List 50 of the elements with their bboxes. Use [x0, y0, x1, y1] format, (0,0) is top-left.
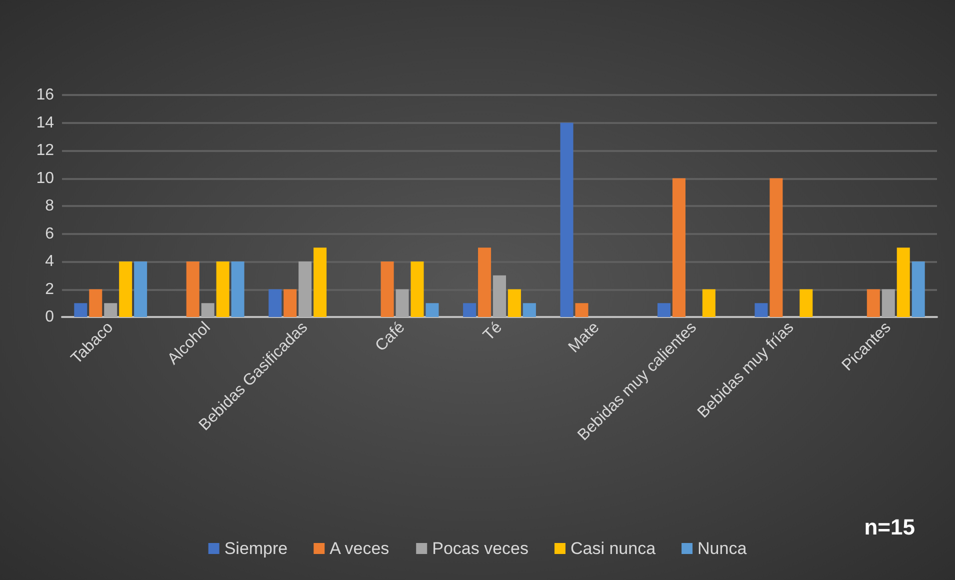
legend-label: Nunca	[698, 539, 748, 558]
y-tick-label: 16	[36, 86, 54, 104]
bar	[575, 303, 588, 317]
bar	[912, 262, 925, 317]
text: n=15	[864, 514, 916, 540]
y-tick-label: 0	[45, 308, 54, 326]
legend-label: A veces	[330, 539, 390, 558]
bar	[508, 289, 521, 317]
bar	[866, 289, 880, 317]
y-tick-label: 2	[45, 280, 54, 298]
bar	[201, 303, 214, 317]
bar	[478, 248, 492, 317]
bar	[492, 275, 506, 317]
x-tick-label: Té	[480, 318, 506, 344]
bar	[380, 262, 394, 317]
bar	[216, 262, 230, 317]
bar	[770, 178, 783, 317]
y-tick-label: 6	[45, 225, 54, 242]
y-tick-label: 14	[36, 114, 54, 132]
bar	[284, 289, 297, 317]
y-tick-label: 8	[45, 198, 54, 214]
bar	[396, 289, 409, 317]
bar	[657, 303, 671, 317]
bar	[754, 303, 768, 317]
bar	[231, 262, 244, 317]
bar	[896, 248, 910, 317]
bar	[186, 262, 200, 317]
bar	[800, 289, 813, 317]
bar	[882, 289, 895, 317]
y-tick-label: 10	[36, 170, 54, 187]
y-tick-label: 4	[45, 253, 54, 270]
legend-label: Siempre	[224, 539, 288, 558]
bar	[298, 262, 312, 317]
bar	[89, 289, 102, 317]
bar	[463, 303, 476, 317]
bar	[104, 303, 118, 317]
bar	[672, 178, 686, 317]
bar	[410, 262, 424, 317]
bar	[134, 262, 148, 317]
y-tick-label: 12	[36, 142, 54, 159]
bar	[426, 303, 439, 317]
bar	[119, 262, 132, 317]
bar	[702, 289, 716, 317]
bar	[74, 303, 88, 317]
legend-label: Pocas veces	[432, 539, 528, 558]
bar	[268, 289, 282, 317]
bar	[560, 122, 574, 317]
bar	[314, 248, 327, 317]
legend-label: Casi nunca	[570, 539, 656, 558]
bar	[522, 303, 536, 317]
